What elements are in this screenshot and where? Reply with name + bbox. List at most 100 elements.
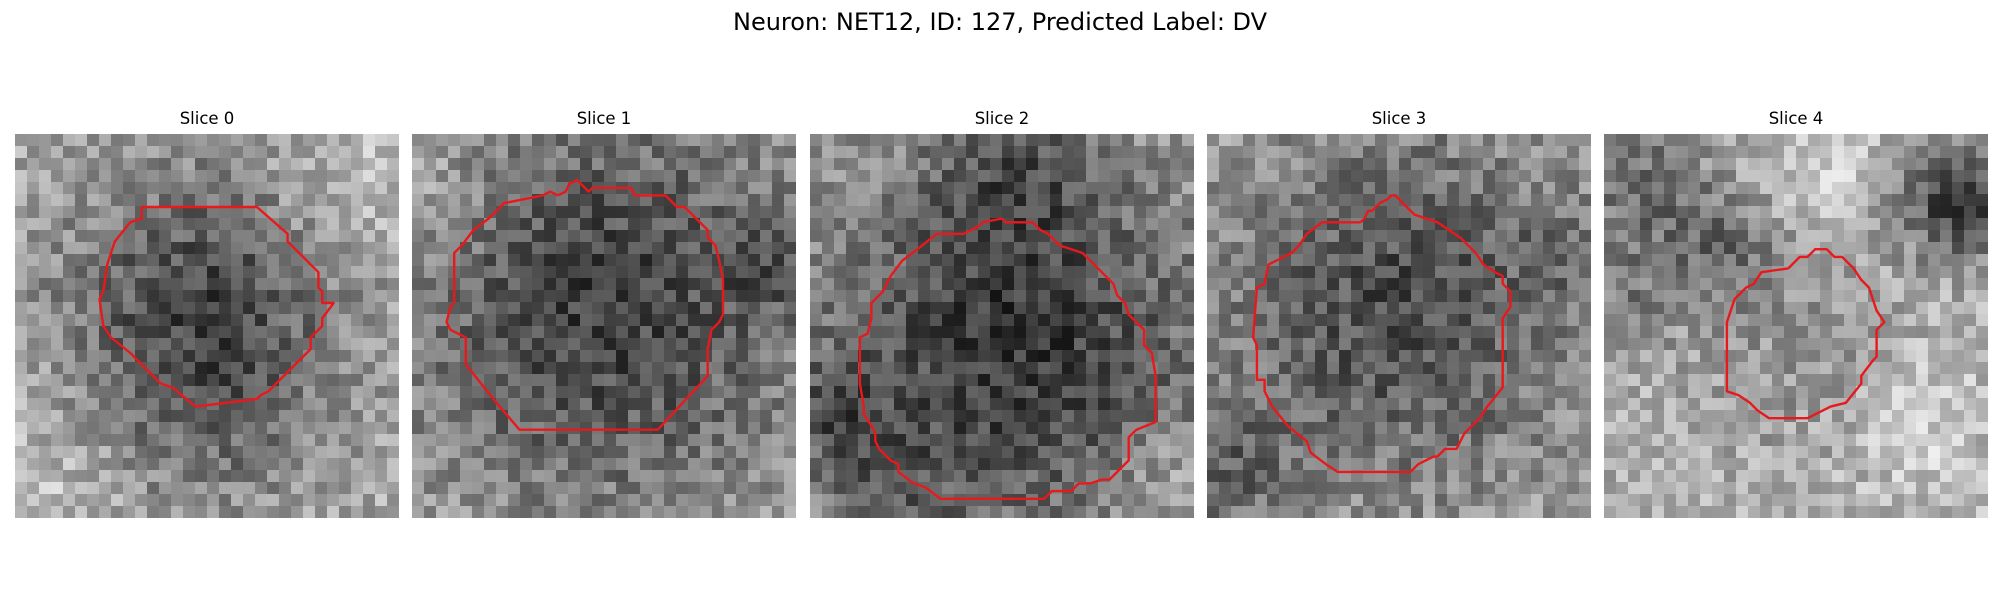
pixel: [1158, 386, 1171, 399]
pixel: [63, 362, 76, 375]
pixel: [1363, 434, 1376, 447]
pixel: [243, 266, 256, 279]
pixel: [1375, 278, 1388, 291]
pixel: [712, 170, 725, 183]
pixel: [748, 398, 761, 411]
pixel: [255, 506, 268, 518]
pixel: [784, 194, 796, 207]
pixel: [508, 398, 521, 411]
pixel: [171, 218, 184, 231]
pixel: [111, 158, 124, 171]
pixel: [760, 242, 773, 255]
pixel: [1182, 254, 1194, 267]
pixel: [291, 170, 304, 183]
pixel: [858, 338, 871, 351]
pixel: [700, 350, 713, 363]
pixel: [1940, 314, 1953, 327]
pixel: [508, 314, 521, 327]
pixel: [231, 206, 244, 219]
pixel: [1519, 458, 1532, 471]
pixel: [954, 362, 967, 375]
pixel: [1279, 230, 1292, 243]
pixel: [1050, 170, 1063, 183]
pixel: [1291, 254, 1304, 267]
pixel: [207, 170, 220, 183]
pixel: [580, 146, 593, 159]
pixel: [592, 362, 605, 375]
pixel: [1026, 410, 1039, 423]
pixel: [1796, 446, 1809, 459]
pixel: [63, 254, 76, 267]
pixel: [580, 134, 593, 147]
pixel: [448, 422, 461, 435]
pixel: [882, 434, 895, 447]
pixel: [27, 410, 40, 423]
pixel: [1555, 158, 1568, 171]
pixel: [1014, 170, 1027, 183]
pixel: [1892, 278, 1905, 291]
pixel: [243, 482, 256, 495]
pixel: [460, 494, 473, 507]
pixel: [1760, 206, 1773, 219]
pixel: [1110, 134, 1123, 147]
pixel: [652, 278, 665, 291]
pixel: [1640, 302, 1653, 315]
pixel: [810, 410, 823, 423]
pixel: [1327, 482, 1340, 495]
pixel: [1652, 326, 1665, 339]
pixel: [496, 458, 509, 471]
pixel: [1207, 182, 1220, 195]
pixel: [676, 218, 689, 231]
pixel: [930, 170, 943, 183]
pixel: [1760, 398, 1773, 411]
pixel: [1892, 338, 1905, 351]
pixel: [1182, 494, 1194, 507]
pixel: [1219, 266, 1232, 279]
pixel: [1543, 194, 1556, 207]
pixel: [291, 266, 304, 279]
pixel: [351, 134, 364, 147]
pixel: [436, 386, 449, 399]
pixel: [772, 494, 785, 507]
pixel: [1820, 230, 1833, 243]
pixel: [1688, 194, 1701, 207]
pixel: [1267, 494, 1280, 507]
pixel: [255, 410, 268, 423]
pixel: [1387, 434, 1400, 447]
pixel: [1110, 410, 1123, 423]
pixel: [508, 422, 521, 435]
pixel: [1952, 182, 1965, 195]
pixel: [1050, 506, 1063, 518]
pixel: [219, 146, 232, 159]
pixel: [858, 182, 871, 195]
pixel: [1122, 182, 1135, 195]
pixel: [712, 206, 725, 219]
pixel: [1231, 374, 1244, 387]
pixel: [1760, 158, 1773, 171]
pixel: [1676, 182, 1689, 195]
pixel: [556, 482, 569, 495]
pixel: [1519, 494, 1532, 507]
pixel: [748, 506, 761, 518]
pixel: [1507, 410, 1520, 423]
pixel: [930, 410, 943, 423]
pixel: [1928, 134, 1941, 147]
pixel: [1616, 254, 1629, 267]
pixel: [351, 170, 364, 183]
pixel: [822, 422, 835, 435]
pixel: [978, 314, 991, 327]
pixel: [315, 278, 328, 291]
pixel: [1170, 350, 1183, 363]
pixel: [1784, 170, 1797, 183]
pixel: [532, 290, 545, 303]
pixel: [1567, 182, 1580, 195]
pixel: [1303, 350, 1316, 363]
pixel: [1267, 326, 1280, 339]
pixel: [111, 314, 124, 327]
pixel: [772, 218, 785, 231]
pixel: [628, 242, 641, 255]
pixel: [1712, 206, 1725, 219]
pixel: [1916, 314, 1929, 327]
pixel: [784, 230, 796, 243]
pixel: [1158, 326, 1171, 339]
